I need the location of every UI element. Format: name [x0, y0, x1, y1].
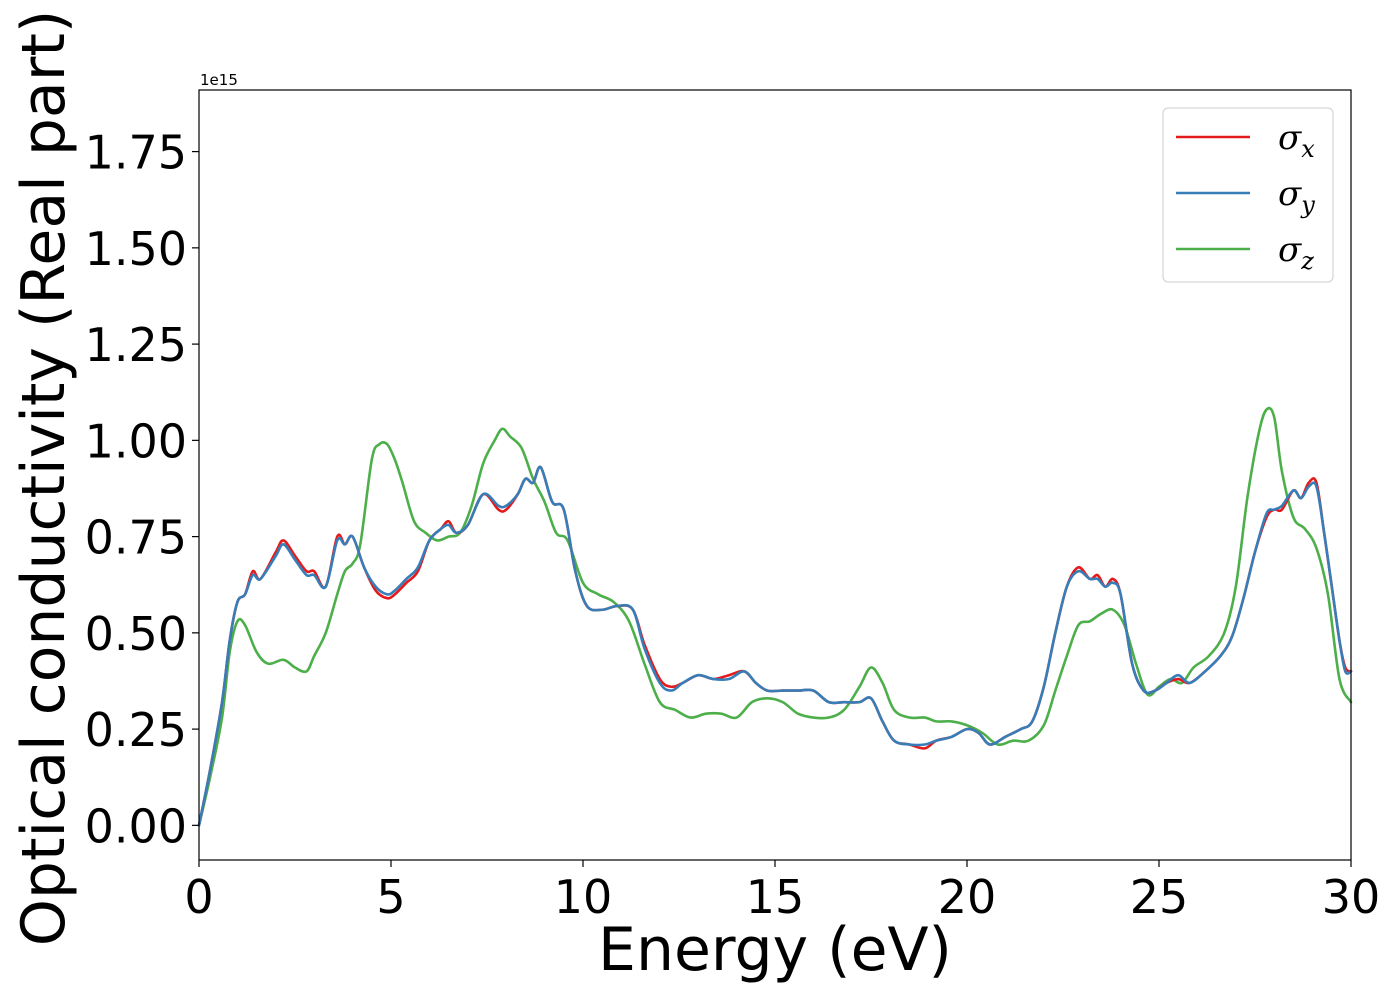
y-tick-label: 0.50	[85, 607, 187, 661]
y-tick-label: 1.25	[85, 318, 187, 372]
x-tick-label: 30	[1322, 870, 1381, 924]
legend: σx σy σz	[1162, 107, 1334, 283]
x-tick-label: 20	[938, 870, 997, 924]
y-tick-label: 0.75	[85, 511, 187, 565]
y-tick-label: 1.50	[85, 222, 187, 276]
y-offset-label: 1e15	[200, 71, 238, 89]
series-line-y	[197, 465, 1353, 827]
x-axis-title: Energy (eV)	[598, 915, 952, 985]
y-tick-label: 0.25	[85, 703, 187, 757]
legend-label-y: σy	[1278, 174, 1315, 219]
legend-box	[1162, 107, 1334, 283]
legend-items: σx σy σz	[1176, 118, 1315, 275]
x-tick-label: 15	[746, 870, 805, 924]
series-layer	[197, 406, 1353, 827]
legend-label-z: σz	[1278, 230, 1314, 275]
x-tick-label: 10	[554, 870, 613, 924]
y-axis-title: Optical conductivity (Real part)	[9, 10, 79, 947]
x-axis-ticks: 0 5 10 15 20 25 30	[184, 860, 1380, 924]
y-tick-label: 1.75	[85, 126, 187, 180]
series-line-z	[197, 406, 1353, 827]
y-tick-label: 0.00	[85, 799, 187, 853]
legend-label-x: σx	[1278, 118, 1315, 163]
y-axis-ticks: 0.00 0.25 0.50 0.75 1.00 1.25 1.50 1.75	[85, 126, 199, 853]
x-tick-label: 25	[1130, 870, 1189, 924]
y-tick-label: 1.00	[85, 414, 187, 468]
x-tick-label: 0	[184, 870, 213, 924]
x-tick-label: 5	[376, 870, 405, 924]
